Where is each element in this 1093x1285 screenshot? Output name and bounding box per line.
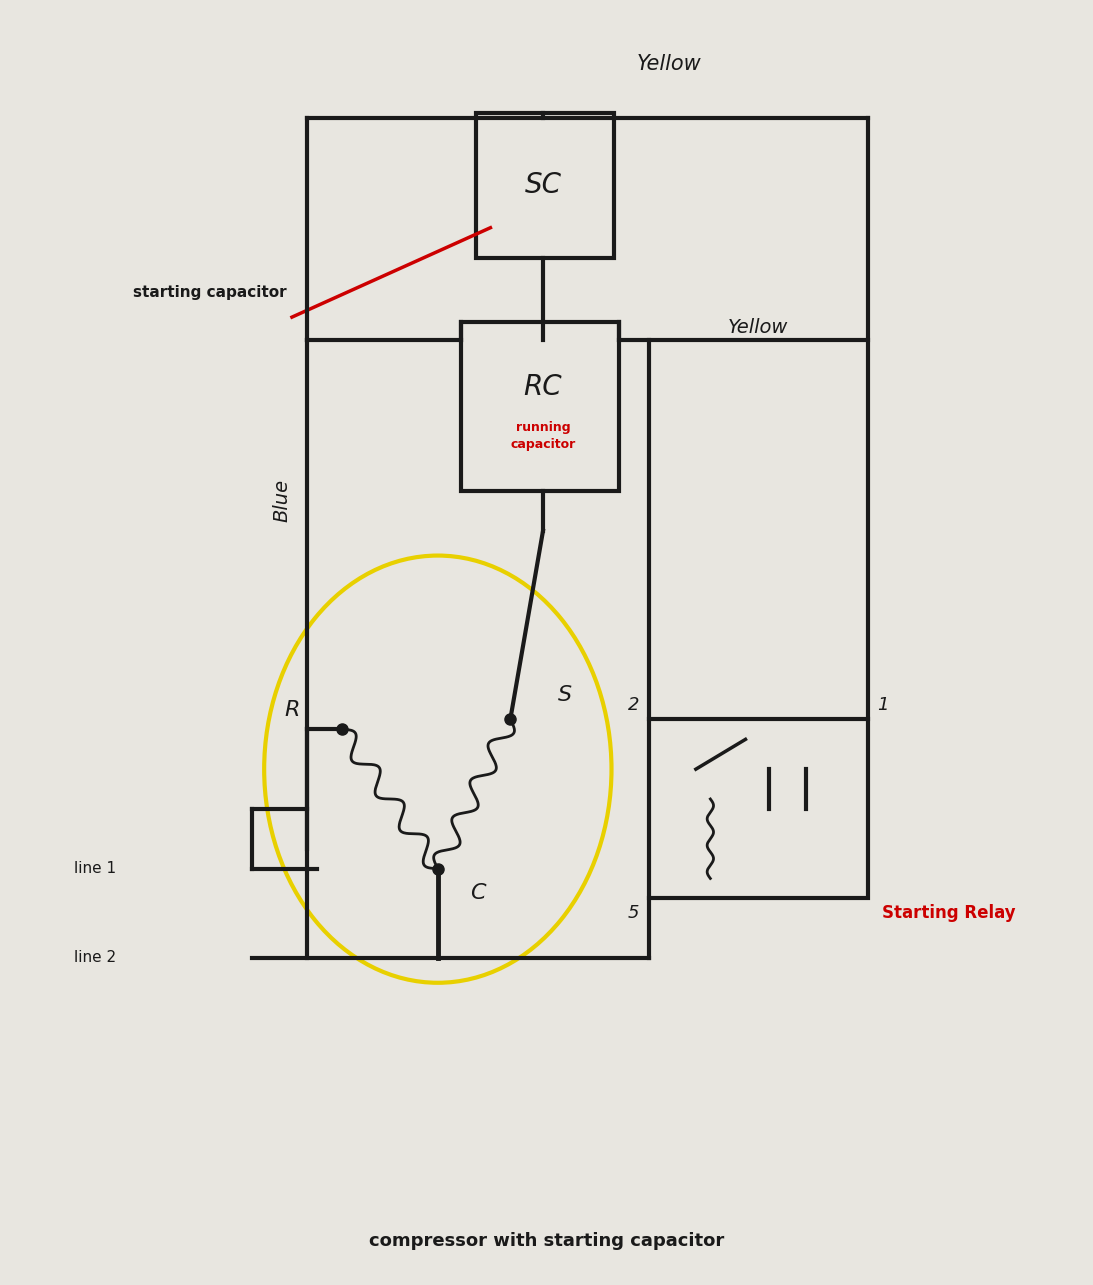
Text: Starting Relay: Starting Relay bbox=[882, 905, 1016, 923]
Text: line 1: line 1 bbox=[73, 861, 116, 876]
Bar bbox=[475, 113, 614, 257]
Text: RC: RC bbox=[524, 373, 562, 401]
Text: 2: 2 bbox=[627, 695, 639, 713]
Text: S: S bbox=[557, 685, 572, 704]
Text: SC: SC bbox=[525, 171, 562, 199]
Text: Yellow: Yellow bbox=[728, 317, 788, 337]
Text: R: R bbox=[284, 699, 299, 720]
Text: Blue: Blue bbox=[272, 479, 292, 523]
Bar bbox=[460, 323, 620, 491]
Text: Yellow: Yellow bbox=[637, 54, 702, 73]
Text: running
capacitor: running capacitor bbox=[510, 421, 576, 451]
Text: compressor with starting capacitor: compressor with starting capacitor bbox=[368, 1232, 725, 1250]
Text: starting capacitor: starting capacitor bbox=[133, 285, 286, 299]
Bar bbox=[649, 720, 868, 898]
Text: line 2: line 2 bbox=[73, 951, 116, 965]
Text: C: C bbox=[470, 883, 485, 903]
Text: 5: 5 bbox=[627, 905, 639, 923]
Text: 1: 1 bbox=[878, 695, 889, 713]
